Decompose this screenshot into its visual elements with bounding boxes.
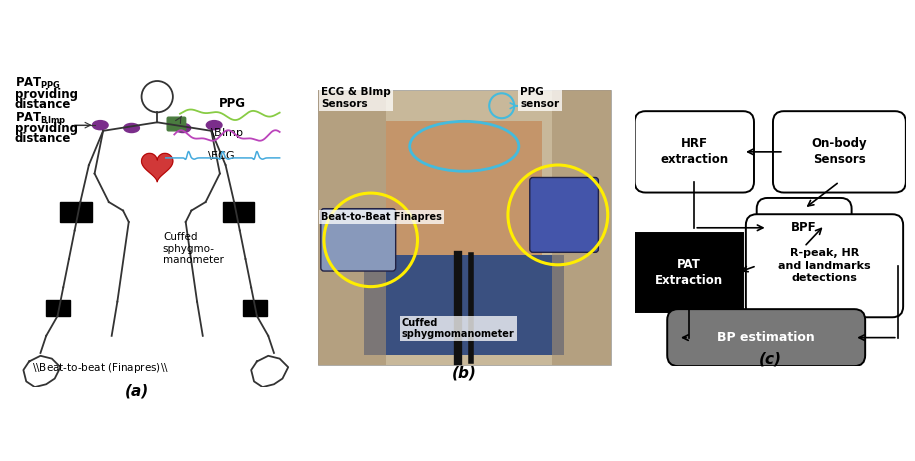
FancyBboxPatch shape (757, 198, 852, 258)
Polygon shape (142, 154, 173, 182)
Text: providing: providing (15, 88, 78, 101)
FancyBboxPatch shape (321, 209, 395, 271)
FancyBboxPatch shape (46, 300, 70, 316)
Text: $\backslash\backslash$Beat-to-beat (Finapres)$\backslash\backslash$: $\backslash\backslash$Beat-to-beat (Fina… (32, 361, 169, 375)
Text: PAT
Extraction: PAT Extraction (655, 258, 723, 287)
FancyBboxPatch shape (364, 255, 564, 355)
FancyBboxPatch shape (635, 233, 743, 312)
Text: PAT$_{\mathbf{PPG}}$: PAT$_{\mathbf{PPG}}$ (15, 76, 61, 91)
Text: PPG
sensor: PPG sensor (521, 87, 560, 109)
Ellipse shape (206, 121, 222, 130)
Text: manometer: manometer (163, 255, 224, 265)
Text: $\backslash$ECG: $\backslash$ECG (207, 149, 235, 162)
Text: Beat-to-Beat Finapres: Beat-to-Beat Finapres (321, 212, 442, 222)
Text: providing: providing (15, 122, 78, 135)
FancyBboxPatch shape (60, 202, 92, 222)
Text: (c): (c) (759, 351, 781, 366)
FancyBboxPatch shape (242, 300, 267, 316)
Text: PAT$_{\mathbf{BImp}}$: PAT$_{\mathbf{BImp}}$ (15, 110, 66, 127)
FancyBboxPatch shape (222, 202, 254, 222)
Text: BP estimation: BP estimation (717, 331, 815, 344)
Ellipse shape (124, 124, 139, 133)
FancyBboxPatch shape (635, 111, 754, 193)
Ellipse shape (175, 124, 190, 133)
FancyBboxPatch shape (552, 90, 611, 365)
FancyBboxPatch shape (773, 111, 906, 193)
Text: Cuffed: Cuffed (163, 232, 198, 242)
FancyBboxPatch shape (318, 90, 386, 365)
FancyBboxPatch shape (318, 90, 611, 365)
FancyBboxPatch shape (386, 121, 543, 277)
Text: (a): (a) (125, 384, 149, 399)
Text: ECG & BImp
Sensors: ECG & BImp Sensors (321, 87, 391, 109)
Text: R-peak, HR
and landmarks
detections: R-peak, HR and landmarks detections (778, 248, 871, 283)
Text: PPG: PPG (219, 97, 245, 110)
FancyBboxPatch shape (667, 309, 866, 366)
Text: On-body
Sensors: On-body Sensors (812, 137, 867, 166)
Text: HRF
extraction: HRF extraction (661, 137, 728, 166)
Text: Cuffed
sphygmomanometer: Cuffed sphygmomanometer (402, 318, 514, 339)
Text: distance: distance (15, 132, 71, 145)
Text: BPF: BPF (791, 221, 817, 234)
Text: sphygmo-: sphygmo- (163, 244, 215, 254)
Text: $\backslash$BImp: $\backslash$BImp (210, 126, 243, 140)
Ellipse shape (92, 121, 108, 130)
Text: (b): (b) (452, 365, 477, 380)
FancyBboxPatch shape (746, 214, 903, 317)
FancyBboxPatch shape (167, 117, 186, 131)
FancyBboxPatch shape (530, 177, 598, 252)
Text: distance: distance (15, 98, 71, 111)
